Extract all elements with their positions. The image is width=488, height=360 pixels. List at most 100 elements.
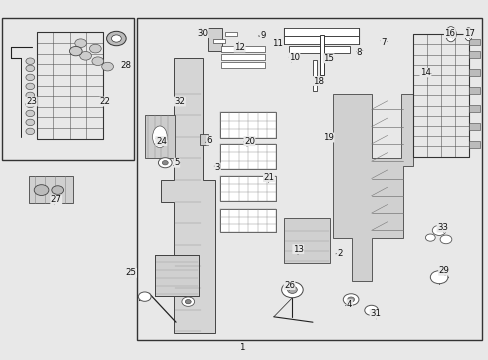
Circle shape (429, 271, 447, 284)
Circle shape (431, 225, 445, 235)
Bar (312, 60, 317, 91)
Ellipse shape (464, 28, 471, 41)
Bar (412, 34, 468, 157)
Text: 29: 29 (438, 266, 448, 275)
Bar (468, 87, 479, 94)
Circle shape (106, 31, 126, 46)
Bar (37, 32, 102, 139)
Text: 15: 15 (323, 54, 333, 63)
Circle shape (80, 51, 91, 60)
Circle shape (26, 74, 35, 81)
Text: 18: 18 (313, 77, 324, 85)
Text: 8: 8 (356, 48, 362, 57)
Bar (283, 36, 359, 44)
Circle shape (281, 282, 303, 298)
Ellipse shape (445, 27, 455, 42)
Circle shape (69, 46, 82, 56)
Circle shape (287, 286, 297, 293)
Text: 17: 17 (463, 29, 474, 37)
Bar (199, 134, 208, 145)
Bar (212, 39, 224, 43)
Text: 9: 9 (260, 31, 265, 40)
Text: 32: 32 (174, 97, 185, 106)
Text: 19: 19 (323, 133, 333, 142)
Text: 31: 31 (369, 309, 380, 318)
Circle shape (89, 44, 101, 53)
Bar (468, 51, 479, 58)
Circle shape (162, 161, 168, 165)
Polygon shape (161, 58, 215, 333)
Circle shape (52, 186, 63, 194)
Circle shape (75, 39, 86, 48)
Text: 13: 13 (292, 245, 303, 253)
Bar (288, 46, 349, 53)
Circle shape (26, 92, 35, 99)
Circle shape (102, 62, 113, 71)
Text: 21: 21 (263, 173, 274, 181)
Text: 20: 20 (244, 136, 254, 145)
Circle shape (138, 292, 151, 301)
Text: 22: 22 (100, 97, 110, 106)
Text: 1: 1 (239, 343, 244, 352)
Bar (468, 141, 479, 148)
Bar (220, 112, 276, 138)
Text: 33: 33 (436, 223, 447, 232)
Bar (468, 69, 479, 76)
Text: 24: 24 (156, 136, 166, 145)
Polygon shape (332, 94, 412, 281)
Bar (320, 35, 324, 75)
Circle shape (343, 294, 358, 305)
Circle shape (425, 234, 434, 241)
Text: 3: 3 (214, 163, 220, 172)
Bar (29, 176, 73, 203)
Text: 2: 2 (336, 249, 342, 258)
Circle shape (26, 65, 35, 72)
Bar (220, 144, 276, 169)
Bar (468, 105, 479, 112)
Bar (283, 28, 359, 36)
Bar (2, 18, 134, 160)
Bar (155, 255, 199, 296)
Ellipse shape (152, 126, 167, 148)
Text: 23: 23 (26, 97, 37, 106)
Circle shape (185, 300, 191, 304)
Circle shape (26, 119, 35, 126)
Text: 30: 30 (197, 29, 208, 37)
Bar (221, 54, 264, 60)
Circle shape (111, 35, 121, 42)
Circle shape (34, 185, 49, 195)
Text: 25: 25 (125, 269, 136, 277)
Text: 5: 5 (174, 158, 180, 167)
Circle shape (439, 235, 451, 244)
Bar (468, 123, 479, 130)
Bar (220, 176, 276, 201)
Text: 28: 28 (121, 61, 131, 70)
Circle shape (26, 110, 35, 117)
Text: 7: 7 (380, 38, 386, 47)
Text: 6: 6 (206, 136, 212, 145)
Text: 10: 10 (288, 53, 299, 62)
Bar (221, 62, 264, 68)
Text: 27: 27 (51, 195, 61, 204)
Text: 14: 14 (419, 68, 430, 77)
Circle shape (92, 57, 103, 66)
Circle shape (26, 58, 35, 64)
Circle shape (26, 101, 35, 108)
Text: 16: 16 (444, 29, 454, 37)
Bar (224, 32, 237, 36)
Bar (221, 46, 264, 52)
Circle shape (26, 128, 35, 135)
Circle shape (364, 305, 378, 315)
Bar (220, 209, 276, 232)
Circle shape (158, 158, 172, 168)
Bar (468, 39, 479, 45)
Bar (207, 28, 221, 51)
Text: 4: 4 (346, 300, 352, 309)
Bar (144, 115, 175, 158)
Bar (283, 218, 329, 263)
Circle shape (182, 297, 194, 306)
Bar (137, 18, 481, 340)
Circle shape (26, 83, 35, 90)
Text: 12: 12 (234, 43, 244, 52)
Text: 11: 11 (272, 40, 283, 49)
